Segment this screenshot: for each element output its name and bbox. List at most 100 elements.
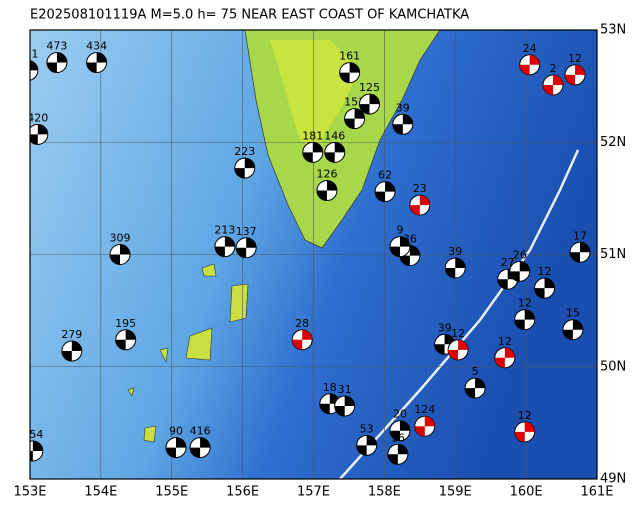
compression-quadrant: [214, 236, 235, 257]
depth-label: 137: [236, 225, 257, 238]
depth-label: 181: [302, 129, 323, 142]
depth-label: 53: [360, 422, 374, 435]
compression-quadrant: [190, 437, 211, 458]
focal-mechanism: 28: [291, 317, 313, 351]
compression-quadrant: [534, 278, 555, 299]
focal-mechanism: 279: [61, 328, 83, 362]
lon-label: 159E: [439, 485, 472, 500]
focal-mechanism: 9: [389, 224, 411, 258]
compression-quadrant: [359, 94, 380, 115]
compression-quadrant: [514, 421, 535, 442]
focal-mechanism: 26: [509, 248, 531, 282]
depth-label: 471: [17, 47, 38, 60]
focal-mechanism: 12: [447, 327, 469, 361]
focal-mechanism: 420: [30, 111, 48, 145]
focal-mechanism: 146: [324, 129, 346, 163]
lon-label: 154E: [84, 485, 117, 500]
compression-quadrant: [236, 237, 257, 258]
compression-quadrant: [465, 378, 486, 399]
compression-quadrant: [166, 437, 187, 458]
compression-quadrant: [30, 124, 48, 145]
lon-label: 158E: [368, 485, 401, 500]
focal-mechanism: 20: [389, 408, 411, 442]
compression-quadrant: [399, 245, 420, 266]
compression-quadrant: [324, 142, 345, 163]
depth-label: 12: [451, 327, 465, 340]
lon-label: 160E: [510, 485, 543, 500]
depth-label: 12: [568, 52, 582, 65]
depth-label: 195: [115, 317, 136, 330]
depth-label: 26: [513, 248, 527, 261]
lon-label: 155E: [155, 485, 188, 500]
focal-mechanism: 181: [302, 129, 324, 163]
depth-label: 39: [438, 321, 452, 334]
focal-mechanism: 15: [562, 307, 584, 341]
compression-quadrant: [569, 242, 590, 263]
compression-quadrant: [448, 339, 469, 360]
focal-mechanism: 434: [86, 40, 108, 74]
focal-mechanism: 126: [316, 168, 338, 202]
depth-label: 473: [46, 40, 67, 53]
depth-label: 31: [338, 383, 352, 396]
depth-label: 90: [169, 425, 183, 438]
lon-label: 157E: [297, 485, 330, 500]
focal-mechanism: 12: [514, 297, 536, 331]
compression-quadrant: [30, 440, 43, 461]
depth-label: 2: [550, 62, 557, 75]
compression-quadrant: [356, 435, 377, 456]
depth-label: 18: [323, 381, 337, 394]
depth-label: 416: [190, 425, 211, 438]
focal-mechanism: 223: [234, 145, 256, 179]
focal-mechanism: 416: [189, 425, 211, 459]
compression-quadrant: [434, 334, 455, 355]
lon-label: 153E: [13, 485, 46, 500]
focal-mechanism: 161: [339, 50, 361, 84]
depth-label: 279: [61, 328, 82, 341]
focal-mechanism: 90: [165, 425, 187, 459]
depth-label: 161: [339, 50, 360, 63]
lat-label: 53N: [600, 23, 626, 38]
lon-label: 161E: [580, 485, 613, 500]
focal-mechanism: 2: [542, 62, 564, 96]
compression-quadrant: [86, 52, 107, 73]
lat-label: 52N: [600, 135, 626, 150]
depth-label: 24: [523, 42, 537, 55]
focal-mechanism: 473: [46, 40, 67, 74]
compression-quadrant: [344, 108, 365, 129]
focal-mechanism: 195: [115, 317, 136, 351]
compression-quadrant: [409, 195, 430, 216]
focal-mechanism: 213: [214, 224, 236, 258]
focal-mechanism: 5: [464, 365, 486, 399]
lat-label: 50N: [600, 359, 626, 374]
depth-label: 5: [472, 365, 479, 378]
focal-mechanism: 12: [534, 265, 556, 299]
compression-quadrant: [414, 416, 435, 437]
compression-quadrant: [334, 396, 355, 417]
compression-quadrant: [30, 60, 38, 71]
depth-label: 309: [110, 232, 131, 245]
compression-quadrant: [519, 54, 540, 75]
depth-label: 15: [566, 307, 580, 320]
depth-label: 434: [86, 40, 107, 53]
compression-quadrant: [389, 420, 410, 441]
kuril-islands: [127, 263, 249, 443]
compression-quadrant: [387, 444, 408, 465]
compression-quadrant: [292, 329, 313, 350]
focal-mechanism: 12: [564, 52, 586, 86]
compression-quadrant: [494, 347, 515, 368]
compression-quadrant: [514, 309, 535, 330]
compression-quadrant: [389, 236, 410, 257]
focal-mechanism: 31: [334, 383, 356, 417]
depth-label: 23: [413, 182, 427, 195]
focal-mechanism: 124: [414, 403, 436, 437]
depth-label: 146: [324, 129, 345, 142]
focal-mechanism: 12: [494, 335, 516, 369]
compression-quadrant: [562, 319, 583, 340]
focal-mechanism: 154: [30, 428, 43, 462]
depth-label: 39: [396, 101, 410, 114]
compression-quadrant: [375, 181, 396, 202]
compression-quadrant: [302, 142, 323, 163]
focal-mechanism: 137: [236, 225, 257, 259]
